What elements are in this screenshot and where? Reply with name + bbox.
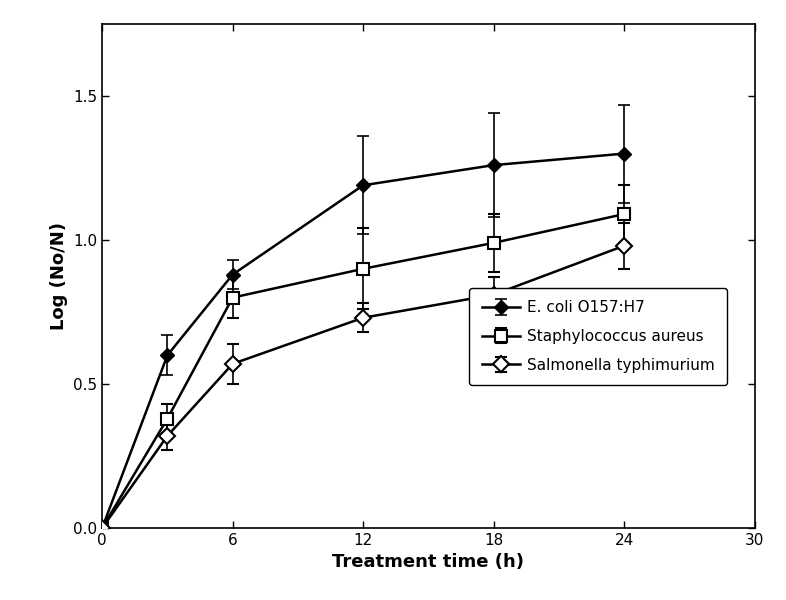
Y-axis label: Log (No/N): Log (No/N) <box>50 222 68 330</box>
X-axis label: Treatment time (h): Treatment time (h) <box>332 553 524 571</box>
Legend: E. coli O157:H7, Staphylococcus aureus, Salmonella typhimurium: E. coli O157:H7, Staphylococcus aureus, … <box>469 288 727 385</box>
